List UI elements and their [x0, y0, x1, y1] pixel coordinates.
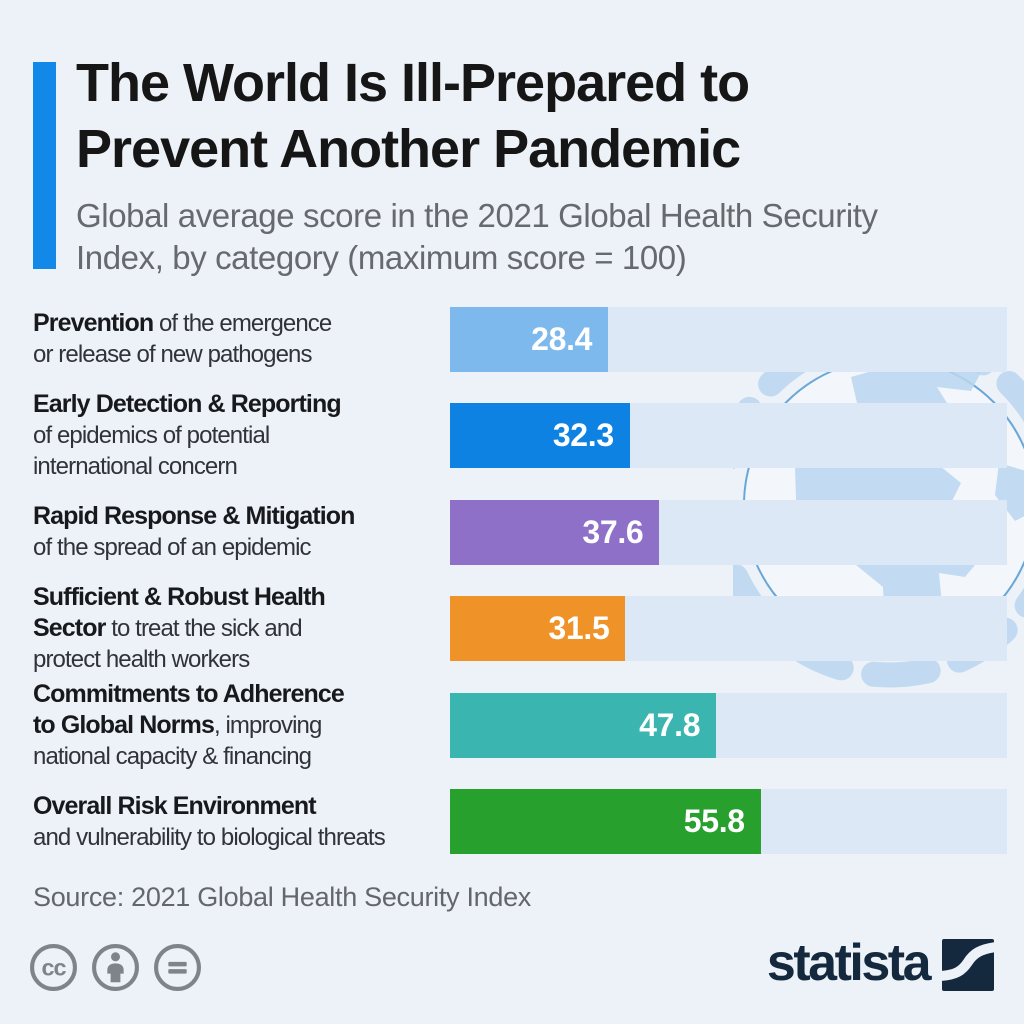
chart-row: Prevention of the emergence or release of… [33, 291, 1007, 388]
page-title: The World Is Ill-Prepared to Prevent Ano… [76, 50, 750, 182]
bar-value-label: 37.6 [582, 513, 644, 550]
bar: 37.6 [450, 499, 660, 565]
bar-value-label: 28.4 [531, 320, 593, 357]
bar-track: 28.4 [450, 306, 1007, 372]
category-label-line: Prevention of the emergence [33, 309, 332, 338]
category-label: Sufficient & Robust Health Sector to trea… [33, 582, 450, 675]
category-label: Commitments to Adherence to Global Norms,… [33, 679, 450, 772]
statista-logo-mark-icon [942, 939, 994, 991]
chart-row: Overall Risk Environment and vulnerabilit… [33, 774, 1007, 871]
bar-chart: Prevention of the emergence or release of… [33, 291, 1007, 870]
bar: 28.4 [450, 306, 609, 372]
category-label: Rapid Response & Mitigation of the spread… [33, 501, 450, 563]
bar-track: 47.8 [450, 692, 1007, 758]
bar-track: 55.8 [450, 789, 1007, 855]
category-label-line: Overall Risk Environment [33, 791, 317, 820]
category-label-line: and vulnerability to biological threats [33, 823, 386, 851]
bar-value-label: 47.8 [639, 706, 701, 743]
cc-icon: cc [30, 944, 77, 991]
chart-row: Commitments to Adherence to Global Norms,… [33, 677, 1007, 774]
category-label-line: of the spread of an epidemic [33, 534, 312, 562]
attribution-icon [92, 944, 139, 991]
category-label-line: Early Detection & Reporting [33, 390, 342, 419]
category-label-line: Rapid Response & Mitigation [33, 502, 355, 531]
title-line-1: The World Is Ill-Prepared to [76, 53, 750, 113]
bar-track: 32.3 [450, 403, 1007, 469]
bar: 32.3 [450, 403, 630, 469]
category-label-line: or release of new pathogens [33, 341, 312, 369]
category-label-line: Commitments to Adherence [33, 679, 345, 708]
statista-wordmark: statista [766, 934, 932, 992]
title-line-2: Prevent Another Pandemic [76, 119, 741, 179]
chart-row: Sufficient & Robust Health Sector to trea… [33, 581, 1007, 678]
statista-logo: statista [767, 937, 994, 993]
category-label-line: protect health workers [33, 646, 250, 674]
no-derivatives-icon [154, 944, 201, 991]
subtitle-line-1: Global average score in the 2021 Global … [76, 197, 878, 234]
category-label-line: Sector to treat the sick and [33, 614, 303, 643]
category-label-line: national capacity & financing [33, 742, 312, 770]
bar-track: 37.6 [450, 499, 1007, 565]
category-label: Overall Risk Environment and vulnerabilit… [33, 791, 450, 853]
chart-row: Rapid Response & Mitigation of the spread… [33, 484, 1007, 581]
chart-row: Early Detection & Reporting of epidemics … [33, 388, 1007, 485]
bar: 55.8 [450, 789, 761, 855]
bar-track: 31.5 [450, 596, 1007, 662]
source-note: Source: 2021 Global Health Security Inde… [33, 882, 531, 912]
title-accent-bar [33, 62, 56, 269]
category-label-line: Sufficient & Robust Health [33, 583, 326, 612]
chart-subtitle: Global average score in the 2021 Global … [76, 195, 878, 279]
bar-value-label: 55.8 [683, 803, 745, 840]
bar: 31.5 [450, 596, 626, 662]
license-icons: cc [28, 942, 203, 993]
category-label-line: of epidemics of potential [33, 422, 270, 450]
bar-value-label: 32.3 [552, 417, 614, 454]
bar: 47.8 [450, 692, 717, 758]
category-label-line: international concern [33, 453, 238, 481]
subtitle-line-2: Index, by category (maximum score = 100) [76, 239, 687, 276]
category-label: Prevention of the emergence or release of… [33, 308, 450, 370]
category-label-line: to Global Norms, improving [33, 710, 322, 739]
category-label: Early Detection & Reporting of epidemics … [33, 389, 450, 482]
bar-value-label: 31.5 [548, 610, 610, 647]
svg-text:cc: cc [41, 955, 66, 981]
